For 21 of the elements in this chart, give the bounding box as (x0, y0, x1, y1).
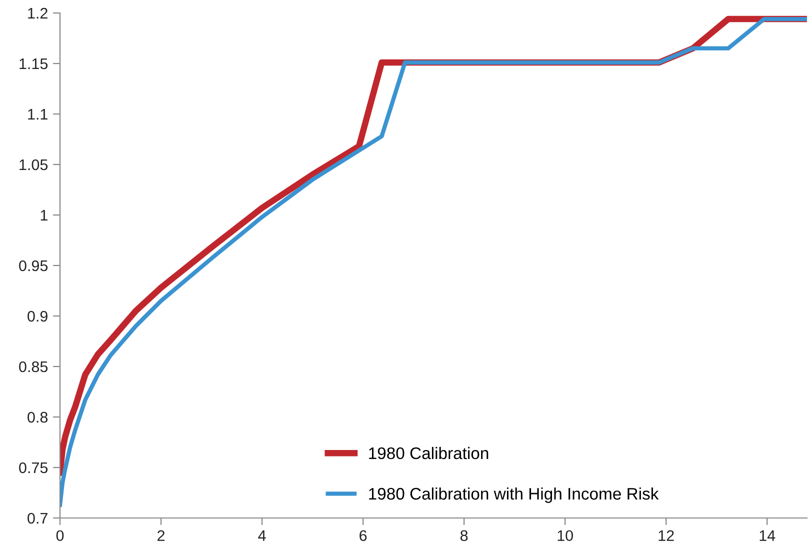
legend-label: 1980 Calibration with High Income Risk (369, 487, 659, 503)
x-tick-label: 6 (360, 530, 367, 542)
y-tick-label: 0.7 (28, 512, 48, 524)
y-tick-label: 1.1 (28, 109, 48, 120)
y-tick-label: 1 (40, 210, 48, 221)
x-tick-label: 4 (258, 530, 266, 541)
y-tick-label: 1.05 (20, 159, 48, 170)
y-tick-label: 1.15 (20, 58, 48, 70)
y-tick-label: 1.2 (28, 8, 48, 19)
x-tick-label: 10 (558, 530, 573, 542)
x-tick-label: 2 (158, 530, 164, 541)
legend-label: 1980 Calibration (369, 446, 488, 460)
y-tick-label: 0.95 (19, 260, 48, 272)
y-tick-label: 0.85 (19, 361, 48, 372)
x-tick-label: 14 (760, 530, 776, 541)
y-tick-label: 0.9 (28, 310, 48, 322)
x-tick-label: 12 (658, 530, 674, 541)
y-tick-label: 0.8 (28, 412, 48, 423)
x-tick-label: 0 (56, 530, 64, 542)
x-tick-label: 8 (460, 530, 468, 542)
y-tick-label: 0.75 (19, 462, 48, 474)
